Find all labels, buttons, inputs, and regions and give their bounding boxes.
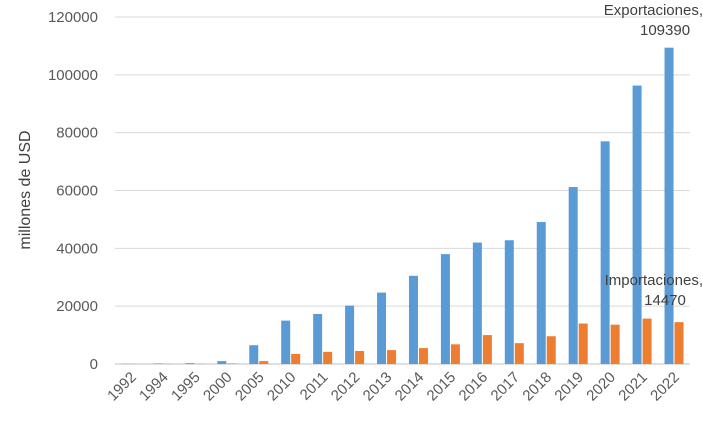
x-tick-label: 2013 [360,369,396,405]
x-tick-label: 2011 [297,369,332,404]
x-tick-label: 2014 [392,369,428,405]
x-tick-label: 2012 [328,369,364,405]
data-label-importaciones-value: 14470 [644,292,686,309]
y-axis-ticks: 0 20000 40000 60000 80000 100000 120000 [48,9,98,373]
y-tick-label: 80000 [56,125,98,142]
bar-exportaciones-2019 [568,187,578,364]
bar-exportaciones-2018 [536,222,546,364]
y-tick-label: 20000 [56,298,98,315]
bar-exportaciones-2005 [249,345,259,364]
x-tick-label: 2000 [200,369,236,405]
bar-exportaciones-2021 [632,85,642,364]
x-tick-label: 1992 [104,369,140,405]
bar-importaciones-2014 [418,348,428,364]
bar-importaciones-2010 [291,353,301,364]
y-tick-label: 100000 [48,67,98,84]
x-tick-label: 2015 [424,369,460,405]
bar-exportaciones-1994 [153,363,163,364]
y-tick-label: 0 [90,356,98,373]
bar-exportaciones-2014 [408,275,418,364]
bar-exportaciones-2022 [664,47,674,365]
bar-importaciones-2018 [546,336,556,364]
bar-exportaciones-2015 [440,254,450,364]
x-tick-label: 2017 [488,369,524,405]
bar-exportaciones-2011 [313,313,323,364]
x-tick-label: 1995 [168,369,204,405]
x-tick-label: 2019 [551,369,587,405]
bar-exportaciones-2016 [472,242,482,364]
bar-importaciones-2013 [387,350,397,364]
bar-importaciones-2016 [482,335,492,364]
x-tick-label: 2018 [519,369,555,405]
bar-importaciones-2022 [674,322,684,364]
x-tick-label: 1994 [136,369,172,405]
bar-exportaciones-2012 [345,305,355,364]
bar-exportaciones-2000 [217,361,227,364]
bar-importaciones-2005 [259,361,269,364]
bars [121,47,684,365]
x-tick-label: 2016 [456,369,492,405]
y-axis-label: millones de USD [17,130,34,249]
bar-importaciones-2021 [642,318,652,364]
data-labels: Exportaciones, 109390 Importaciones, 14470 [604,2,703,309]
y-tick-label: 40000 [56,240,98,257]
bar-exportaciones-2017 [504,240,514,364]
bar-importaciones-2012 [355,350,365,364]
bar-importaciones-2020 [610,324,620,364]
x-tick-label: 2021 [615,369,651,405]
x-axis-ticks: 1992199419952000200520102011201220132014… [104,369,683,405]
data-label-importaciones-name: Importaciones, [605,272,703,289]
bar-importaciones-2017 [514,343,524,364]
gridlines [115,16,690,365]
data-label-exportaciones-name: Exportaciones, [604,2,703,19]
bar-importaciones-2019 [578,323,588,364]
data-label-exportaciones-value: 109390 [640,22,690,39]
bar-importaciones-2000 [227,363,237,364]
x-tick-label: 2022 [647,369,683,405]
bar-exportaciones-1995 [185,363,195,364]
x-tick-label: 2020 [583,369,619,405]
y-tick-label: 120000 [48,9,98,26]
bar-exportaciones-2020 [600,141,610,364]
bar-exportaciones-2013 [377,292,387,364]
x-tick-label: 2010 [264,369,300,405]
bar-importaciones-2011 [323,351,333,364]
bar-importaciones-2015 [450,344,460,364]
bar-exportaciones-2010 [281,320,291,364]
x-tick-label: 2005 [232,369,268,405]
y-tick-label: 60000 [56,183,98,200]
